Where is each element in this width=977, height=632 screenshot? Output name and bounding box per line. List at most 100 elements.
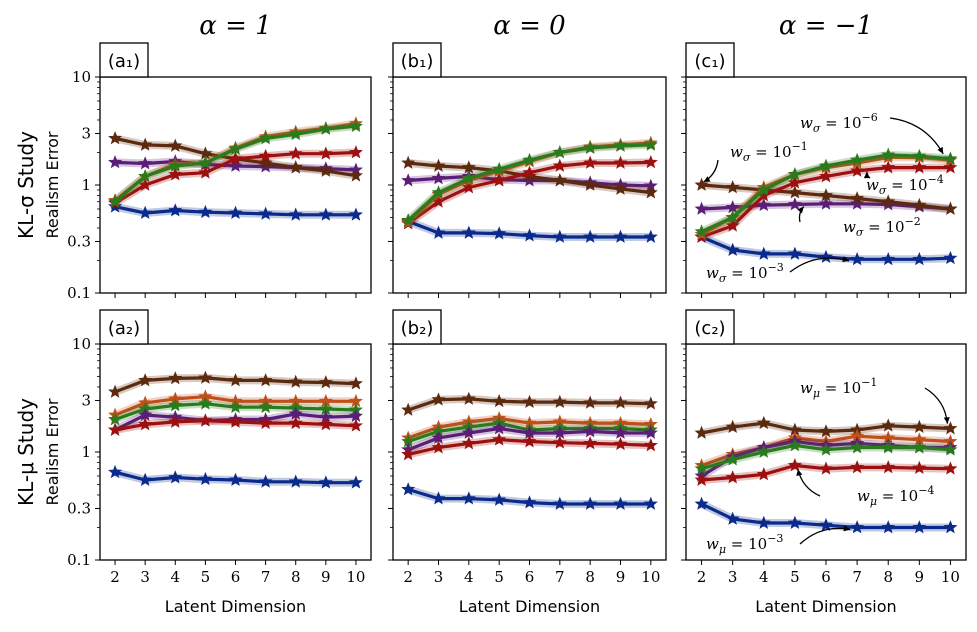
data-point-w1e-4 — [850, 163, 865, 177]
data-point-w1e-2 — [613, 425, 628, 439]
data-point-w1e-4 — [943, 461, 958, 475]
data-point-w1e-3 — [492, 226, 507, 240]
data-point-w1e-3 — [643, 229, 658, 243]
data-point-w1e-4 — [258, 415, 273, 430]
data-point-w1e-1 — [912, 419, 927, 434]
data-point-w1e-3 — [881, 252, 896, 266]
data-point-w1e-4 — [288, 415, 303, 430]
x-axis-label: Latent Dimension — [459, 597, 600, 616]
data-point-w1e-1 — [694, 177, 709, 191]
data-point-w1e-6 — [756, 444, 771, 458]
data-point-w1e-4 — [492, 173, 507, 187]
data-point-w1e-2 — [583, 424, 598, 438]
data-point-w1e-6 — [613, 138, 628, 152]
panel-label: (c₂) — [685, 309, 735, 345]
data-point-w1e-4 — [583, 155, 598, 169]
data-point-w1e-1 — [258, 155, 273, 169]
data-point-w1e-4 — [850, 460, 865, 474]
data-point-w1e-3 — [943, 250, 958, 265]
data-point-w1e-1 — [318, 163, 333, 177]
data-point-w1e-3 — [198, 204, 213, 219]
data-point-w1e-6 — [288, 126, 303, 141]
annotation-arrow — [797, 469, 821, 497]
x-tick-label: 4 — [171, 568, 181, 586]
x-tick-label: 6 — [525, 568, 535, 586]
data-point-w1e-4 — [552, 158, 567, 172]
row-title: KL-μ Study — [14, 398, 38, 506]
data-point-w1e-1 — [138, 373, 153, 387]
data-point-w1e-3 — [850, 252, 865, 266]
data-point-w1e-1 — [258, 373, 273, 387]
data-point-w1e-2 — [819, 196, 833, 210]
data-point-w1e-1 — [288, 374, 303, 388]
panel-6: 2 3 4 5 6 7 8 9 10 (c₂) — [681, 309, 967, 586]
data-point-w1e-3 — [850, 520, 865, 534]
panel-1: 0.1 0.3 1 3 10 (a₁) — [67, 42, 372, 302]
data-point-w1e-4 — [912, 460, 927, 474]
annotation: wμ = 10−1 — [800, 376, 950, 424]
x-tick-label: 2 — [697, 568, 707, 586]
data-point-w1e-4 — [787, 175, 802, 189]
data-point-w1e-2 — [787, 197, 802, 211]
data-point-w1e-4 — [881, 460, 896, 474]
data-point-w1e-6 — [108, 194, 123, 208]
x-tick-label: 6 — [821, 568, 831, 586]
data-point-w1e-3 — [228, 205, 243, 219]
data-point-w1e-4 — [522, 434, 537, 448]
data-point-w1e-6 — [725, 452, 740, 466]
annotation-arrowhead — [703, 176, 711, 182]
annotation-w: w — [730, 143, 743, 161]
panel-label-text: (b₁) — [401, 51, 434, 72]
data-point-w1e-6 — [643, 137, 658, 151]
data-point-w1e-1 — [613, 395, 628, 409]
data-point-w1e-1 — [583, 395, 598, 409]
data-point-w1e-4 — [318, 417, 333, 431]
annotation-arrowhead — [843, 525, 851, 532]
data-point-w1e-1 — [492, 393, 507, 408]
annotation: wμ = 10−3 — [706, 525, 851, 556]
data-point-w1e-3 — [138, 205, 153, 219]
data-point-w1e-1 — [401, 402, 416, 416]
data-point-w1e-1 — [881, 194, 896, 208]
data-point-w1e-4 — [881, 160, 896, 174]
y-tick-label: 10 — [72, 335, 91, 353]
x-tick-label: 7 — [555, 568, 565, 586]
data-point-w1e-1 — [461, 160, 476, 174]
data-point-w1e-1 — [643, 396, 658, 410]
data-point-w1e-3 — [787, 515, 802, 529]
data-point-w1e-1 — [348, 168, 363, 182]
data-point-w1e-4 — [108, 422, 123, 436]
annotation-w: w — [800, 114, 813, 132]
data-point-w1e-3 — [787, 246, 802, 260]
data-point-w1e-6 — [943, 442, 958, 456]
data-point-w1e-3 — [431, 225, 446, 239]
data-point-w1e-6 — [912, 440, 927, 454]
panel-label-text: (c₁) — [694, 51, 725, 72]
panel-label-text: (b₂) — [401, 318, 434, 339]
data-point-w1e-3 — [168, 203, 183, 217]
annotation: wσ = 10−2 — [797, 206, 921, 239]
panel-label-text: (a₁) — [108, 51, 140, 72]
data-point-w1e-3 — [461, 225, 476, 239]
data-point-w1e-6 — [461, 171, 476, 185]
data-point-w1e-3 — [583, 229, 598, 243]
y-tick-label: 3 — [81, 391, 91, 409]
panel-frame — [99, 343, 372, 561]
data-point-w1e-6 — [318, 121, 333, 135]
x-tick-label: 7 — [261, 568, 271, 586]
panel-label-text: (c₂) — [694, 318, 725, 339]
data-point-w1e-4 — [461, 436, 476, 450]
data-point-w1e-2 — [756, 197, 771, 212]
data-point-w1e-4 — [168, 414, 183, 428]
data-point-w1e-4 — [492, 432, 507, 446]
annotation-w: w — [800, 379, 813, 397]
annotation-label: wμ = 10−4 — [857, 484, 934, 508]
data-point-w1e-4 — [138, 417, 153, 431]
data-point-w1e-3 — [108, 464, 123, 479]
x-axis-label: Latent Dimension — [755, 597, 896, 616]
x-tick-label: 5 — [201, 568, 211, 586]
data-point-w1e-3 — [756, 246, 771, 260]
data-point-w1e-1 — [613, 181, 628, 195]
data-point-w1e-1 — [108, 384, 123, 398]
annotation-arrowhead — [796, 469, 803, 476]
